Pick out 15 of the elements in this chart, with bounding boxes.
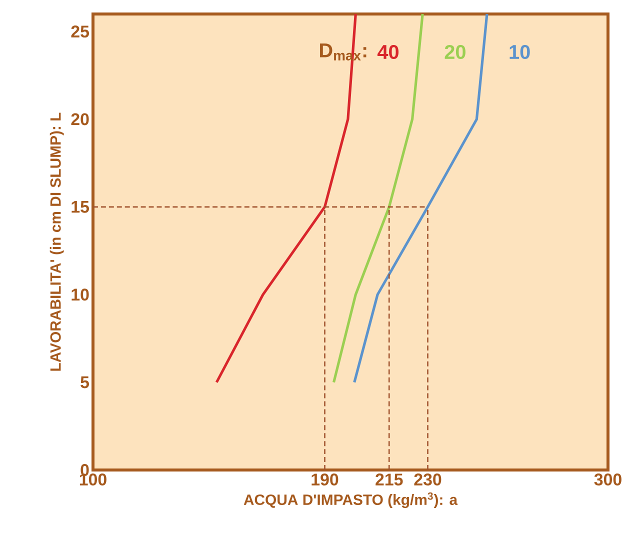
x-tick-label: 300 [594,474,622,486]
x-tick-label: 215 [376,474,403,486]
x-tick-label: 190 [312,474,338,486]
series-label: 10 [510,44,530,60]
y-axis-title: LAVORABILITA' (in cm DI SLUMP): L [50,112,64,371]
y-tick-label: 25 [71,26,90,38]
x-tick-label: 100 [80,474,106,486]
series-label: 40 [377,44,399,60]
x-tick-label: 230 [414,474,442,486]
y-tick-label: 10 [72,288,89,301]
y-tick-label: 15 [72,201,90,213]
series-label: 20 [444,44,466,60]
y-tick-label: 5 [80,376,90,388]
x-axis-title: ACQUA D'IMPASTO (kg/m$^{3}$): a [244,492,458,508]
y-tick-label: 20 [71,113,89,126]
